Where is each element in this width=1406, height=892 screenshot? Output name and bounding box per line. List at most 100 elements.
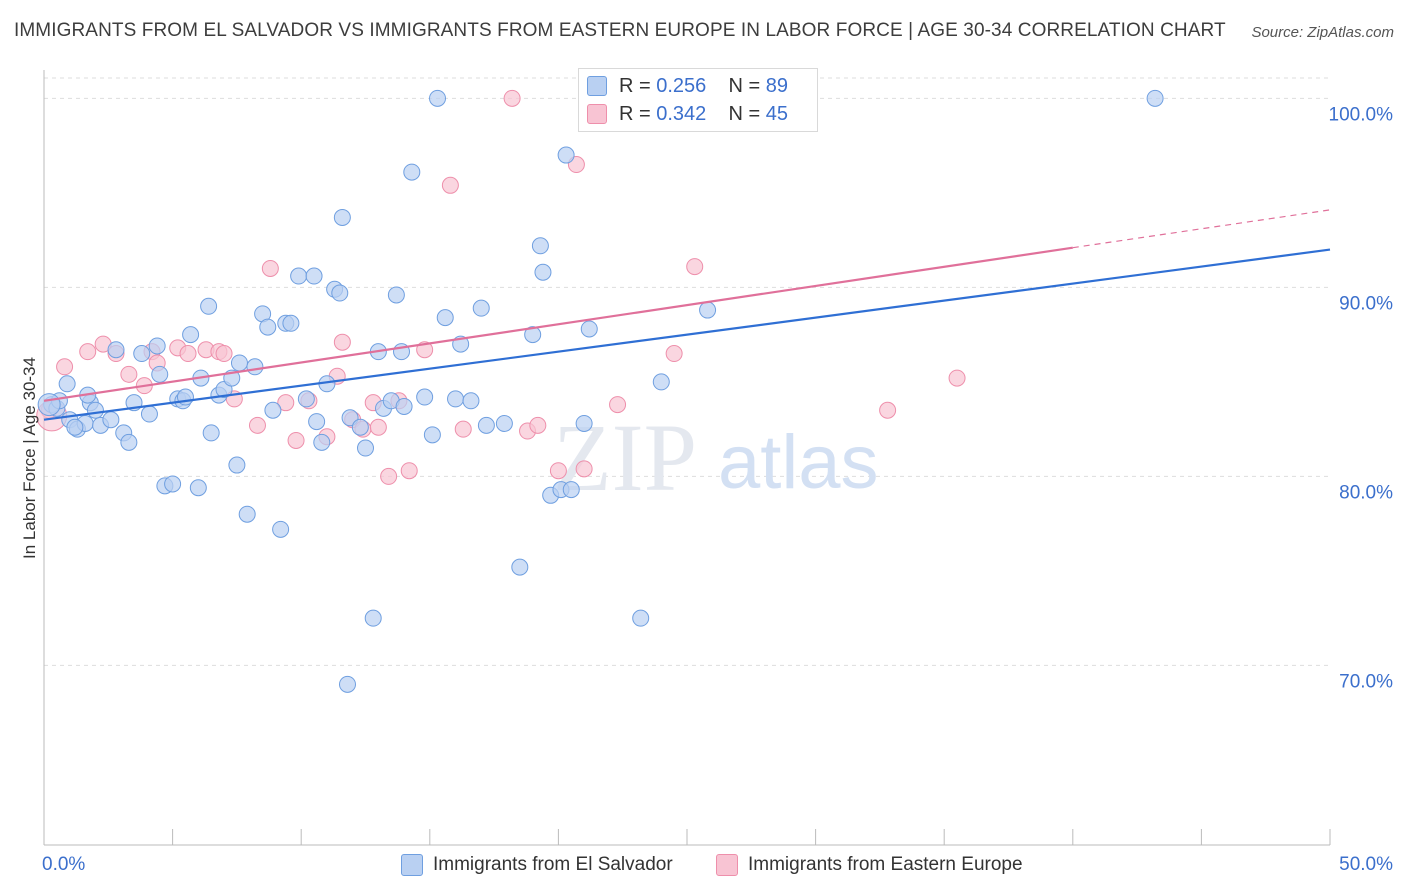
trend-line-eastern-europe <box>43 246 1073 402</box>
legend-swatch-pink <box>587 104 607 124</box>
data-point <box>699 301 717 319</box>
data-point <box>333 333 351 351</box>
data-point <box>665 345 683 363</box>
data-point <box>531 237 549 255</box>
data-point <box>264 401 282 419</box>
data-point <box>534 263 552 281</box>
data-point <box>200 297 218 315</box>
source-credit: Source: ZipAtlas.com <box>1251 24 1394 41</box>
data-point <box>151 365 169 383</box>
stats-legend: R = 0.256 N = 89 R = 0.342 N = 45 <box>578 68 818 132</box>
data-point <box>290 267 308 285</box>
data-point <box>308 413 326 431</box>
data-point <box>248 416 266 434</box>
legend-r-value: 0.342 <box>656 102 707 125</box>
chart-title: IMMIGRANTS FROM EL SALVADOR VS IMMIGRANT… <box>14 20 1226 41</box>
data-point <box>120 365 138 383</box>
legend-n-label: N = <box>728 102 761 125</box>
data-point <box>387 286 405 304</box>
data-point <box>423 426 441 444</box>
x-tick-label-min: 0.0% <box>42 854 85 875</box>
legend-row-el-salvador: R = 0.256 N = 89 <box>587 73 788 99</box>
data-point <box>333 208 351 226</box>
data-point <box>140 405 158 423</box>
legend-r-label: R = <box>619 74 651 97</box>
series-name: Immigrants from El Salvador <box>433 854 673 875</box>
data-point-cluster <box>37 393 61 417</box>
data-point <box>575 460 593 478</box>
y-axis-label: In Labor Force | Age 30-34 <box>20 357 39 559</box>
data-point <box>503 89 521 107</box>
el-salvador-points <box>37 89 1164 693</box>
data-point <box>441 176 459 194</box>
legend-swatch-blue <box>587 76 607 96</box>
data-point <box>58 375 76 393</box>
data-point <box>164 475 182 493</box>
data-point <box>357 439 374 457</box>
data-point <box>364 609 382 627</box>
data-point <box>277 394 295 412</box>
data-point <box>495 414 513 432</box>
data-point <box>557 146 575 164</box>
data-point <box>580 320 598 338</box>
data-point <box>472 299 490 317</box>
data-point <box>609 396 627 414</box>
data-point <box>189 479 207 497</box>
data-point <box>79 343 97 361</box>
data-point <box>562 481 580 499</box>
data-point <box>313 433 331 451</box>
data-point <box>529 416 547 434</box>
data-point <box>948 369 966 387</box>
data-point <box>429 89 447 107</box>
axes <box>43 70 1331 846</box>
legend-n-value: 89 <box>765 74 789 97</box>
data-point <box>477 416 495 434</box>
x-tick-label-max: 50.0% <box>1339 854 1393 875</box>
data-point <box>202 424 220 442</box>
series-legend-el-salvador: Immigrants from El Salvador <box>401 852 673 878</box>
legend-n-value: 45 <box>765 102 789 125</box>
data-point <box>107 341 125 359</box>
data-point <box>228 456 246 474</box>
data-point <box>686 258 704 276</box>
series-legend-eastern-europe: Immigrants from Eastern Europe <box>716 852 1023 878</box>
data-point <box>395 397 413 415</box>
y-tick-label: 90.0% <box>1339 293 1393 314</box>
data-point <box>549 462 567 480</box>
data-point <box>380 467 398 485</box>
series-name: Immigrants from Eastern Europe <box>748 854 1023 875</box>
watermark-atlas: atlas <box>718 420 879 505</box>
y-tick-label: 100.0% <box>1329 104 1394 125</box>
data-point <box>511 558 529 576</box>
trend-line-el-salvador <box>43 248 1331 421</box>
data-point <box>436 309 454 327</box>
data-point <box>282 314 300 332</box>
data-point <box>148 337 166 355</box>
data-point <box>56 358 74 376</box>
data-point <box>259 318 277 336</box>
data-point <box>632 609 650 627</box>
data-point <box>305 267 323 285</box>
data-point <box>86 401 104 419</box>
data-point <box>447 390 465 408</box>
data-point <box>261 259 279 277</box>
trend-lines <box>43 209 1331 421</box>
data-point <box>400 462 418 480</box>
data-point <box>66 418 84 436</box>
y-tick-label: 70.0% <box>1339 671 1393 692</box>
legend-r-value: 0.256 <box>656 74 707 97</box>
data-point <box>120 433 138 451</box>
data-point <box>331 284 349 302</box>
data-point <box>575 414 593 432</box>
data-point <box>287 431 305 449</box>
data-point <box>652 373 670 391</box>
data-point <box>215 345 233 363</box>
data-point <box>133 345 151 363</box>
data-point <box>1146 89 1164 107</box>
legend-n-label: N = <box>728 74 761 97</box>
data-point <box>462 392 480 410</box>
data-point <box>182 326 200 344</box>
data-point <box>238 505 256 523</box>
series-swatch-blue <box>401 854 423 876</box>
